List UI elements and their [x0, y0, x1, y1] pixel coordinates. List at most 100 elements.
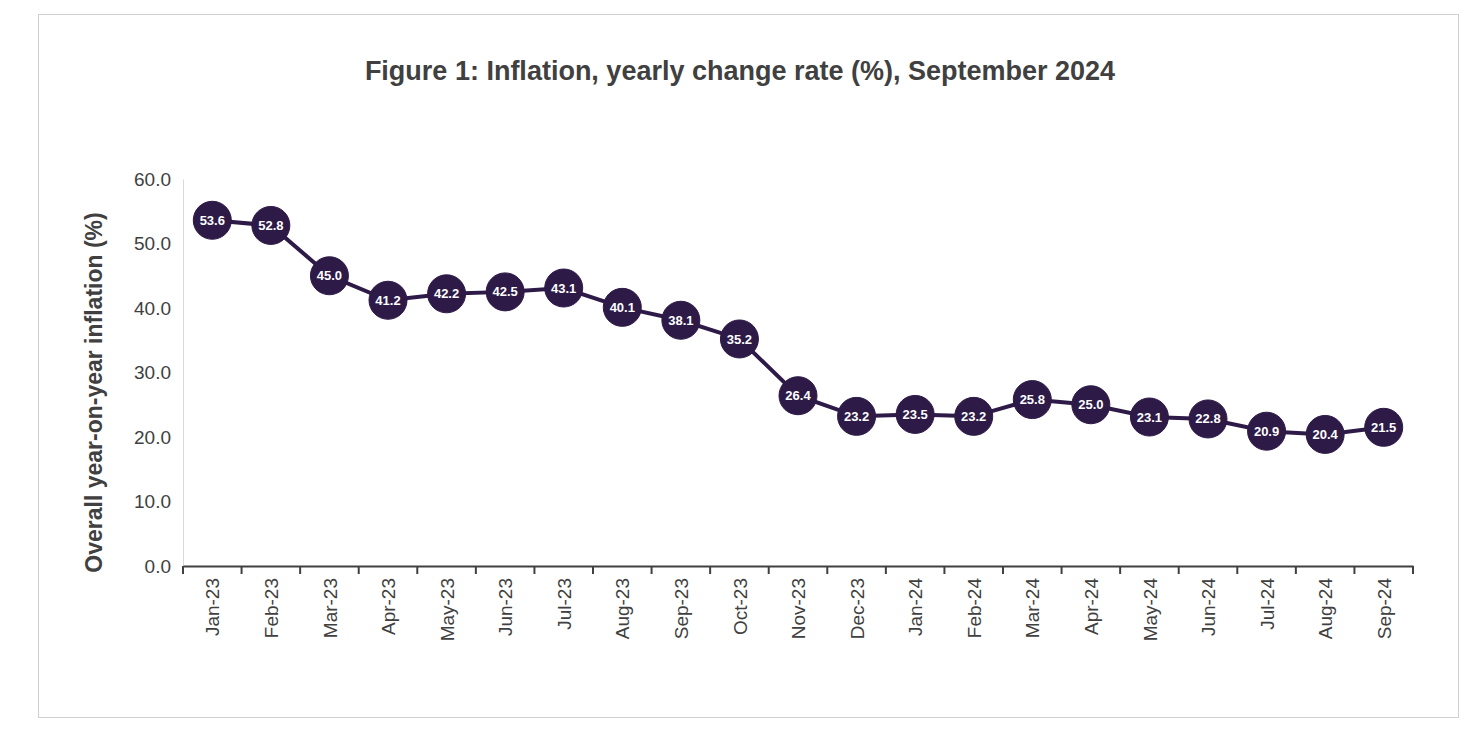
y-tick: 0.0: [145, 556, 183, 577]
data-labels: 53.6 52.8 45.0 41.2 42.2 42.5 43.1 40.1 38.1 35.2…: [200, 213, 1397, 442]
data-label: 38.1: [668, 313, 693, 328]
chart-border: [39, 15, 1459, 718]
data-point: [1013, 381, 1051, 419]
data-point: [779, 377, 817, 415]
data-label: 43.1: [551, 281, 576, 296]
x-tick: Sep-24: [1374, 566, 1395, 639]
x-tick-divider: [1353, 566, 1355, 574]
x-tick-label: Apr-24: [1081, 578, 1102, 635]
x-tick: Feb-23: [261, 566, 282, 638]
x-tick-label: Sep-24: [1374, 578, 1395, 640]
x-tick-divider: [592, 566, 594, 574]
data-label: 23.1: [1137, 410, 1162, 425]
y-tick-label: 30.0: [134, 362, 171, 383]
data-label: 25.0: [1078, 397, 1103, 412]
data-label: 23.2: [961, 409, 986, 424]
x-tick-label: Jul-23: [554, 578, 575, 630]
y-tick: 60.0: [134, 169, 183, 190]
x-axis-line: [184, 566, 1414, 568]
y-tick: 40.0: [134, 298, 183, 319]
y-tick-label: 50.0: [134, 233, 171, 254]
data-label: 52.8: [258, 218, 283, 233]
data-label: 26.4: [785, 388, 811, 403]
x-axis: Jan-23 Feb-23 Mar-23 Apr-23 May-23 Jun-23 Jul-…: [183, 566, 1414, 641]
data-point: [1130, 398, 1168, 436]
x-tick-label: Jul-24: [1257, 578, 1278, 630]
y-tick-label: 10.0: [134, 491, 171, 512]
x-tick-label: Nov-23: [788, 578, 809, 639]
x-tick-divider: [1061, 566, 1063, 574]
x-tick: Dec-23: [847, 566, 868, 639]
x-tick-label: Oct-23: [730, 578, 751, 635]
x-tick: Apr-24: [1081, 566, 1102, 635]
x-tick-divider: [241, 566, 243, 574]
x-tick: Jan-23: [202, 566, 223, 636]
data-point: [193, 201, 231, 239]
data-point: [310, 257, 348, 295]
x-tick-label: Feb-24: [964, 578, 985, 639]
data-point: [486, 273, 524, 311]
data-point: [896, 395, 934, 433]
data-label: 21.5: [1371, 420, 1396, 435]
x-tick-divider: [1119, 566, 1121, 574]
x-tick-divider: [1178, 566, 1180, 574]
data-label: 23.5: [902, 407, 927, 422]
x-tick: May-24: [1140, 566, 1161, 641]
data-point: [1072, 386, 1110, 424]
x-tick-label: May-24: [1140, 578, 1161, 642]
x-tick-label: Aug-24: [1315, 578, 1336, 640]
data-point: [603, 288, 641, 326]
data-label: 20.4: [1312, 427, 1338, 442]
x-tick: Oct-23: [730, 566, 751, 635]
x-tick-label: Mar-24: [1022, 578, 1043, 639]
data-point: [369, 281, 407, 319]
data-label: 41.2: [375, 293, 400, 308]
x-tick-label: Jun-24: [1198, 578, 1219, 637]
data-label: 35.2: [727, 332, 752, 347]
data-point: [1306, 415, 1344, 453]
y-tick: 30.0: [134, 362, 183, 383]
data-label: 45.0: [317, 268, 342, 283]
data-point: [252, 206, 290, 244]
y-axis: 0.010.020.030.040.050.060.0: [134, 169, 183, 577]
x-tick-label: Sep-23: [671, 578, 692, 639]
x-tick-divider: [651, 566, 653, 574]
y-tick: 10.0: [134, 491, 183, 512]
data-label: 25.8: [1020, 392, 1045, 407]
data-point: [838, 397, 876, 435]
x-tick-divider: [885, 566, 887, 574]
x-tick-divider: [1295, 566, 1297, 574]
x-tick: Jun-24: [1198, 566, 1219, 636]
data-point: [1248, 412, 1286, 450]
x-tick-label: Jun-23: [495, 578, 516, 636]
plot-area: [193, 201, 1402, 453]
data-label: 42.2: [434, 286, 459, 301]
data-label: 40.1: [610, 300, 635, 315]
x-tick: Nov-23: [788, 566, 809, 639]
data-label: 22.8: [1195, 411, 1220, 426]
y-tick-label: 40.0: [134, 298, 171, 319]
x-tick-label: Mar-23: [320, 578, 341, 638]
x-tick-divider: [416, 566, 418, 574]
data-point: [955, 397, 993, 435]
x-tick: Feb-24: [964, 566, 985, 638]
data-label: 42.5: [492, 284, 517, 299]
data-point: [545, 269, 583, 307]
x-tick: Mar-24: [1022, 566, 1043, 638]
chart: Figure 1: Inflation, yearly change rate …: [0, 0, 1474, 736]
x-tick-divider: [475, 566, 477, 574]
data-label: 53.6: [200, 213, 225, 228]
x-tick-divider: [826, 566, 828, 574]
data-point: [1365, 408, 1403, 446]
x-tick-divider: [709, 566, 711, 574]
x-tick: Jul-23: [554, 566, 575, 630]
x-tick-divider: [1236, 566, 1238, 574]
x-tick-divider: [533, 566, 535, 574]
y-tick-label: 60.0: [134, 169, 171, 190]
x-tick: Mar-23: [320, 566, 341, 638]
chart-title: Figure 1: Inflation, yearly change rate …: [365, 56, 1115, 86]
x-tick-label: May-23: [437, 578, 458, 641]
x-tick-label: Jan-23: [202, 578, 223, 636]
x-tick: Jul-24: [1257, 566, 1278, 630]
x-tick: Apr-23: [378, 566, 399, 635]
